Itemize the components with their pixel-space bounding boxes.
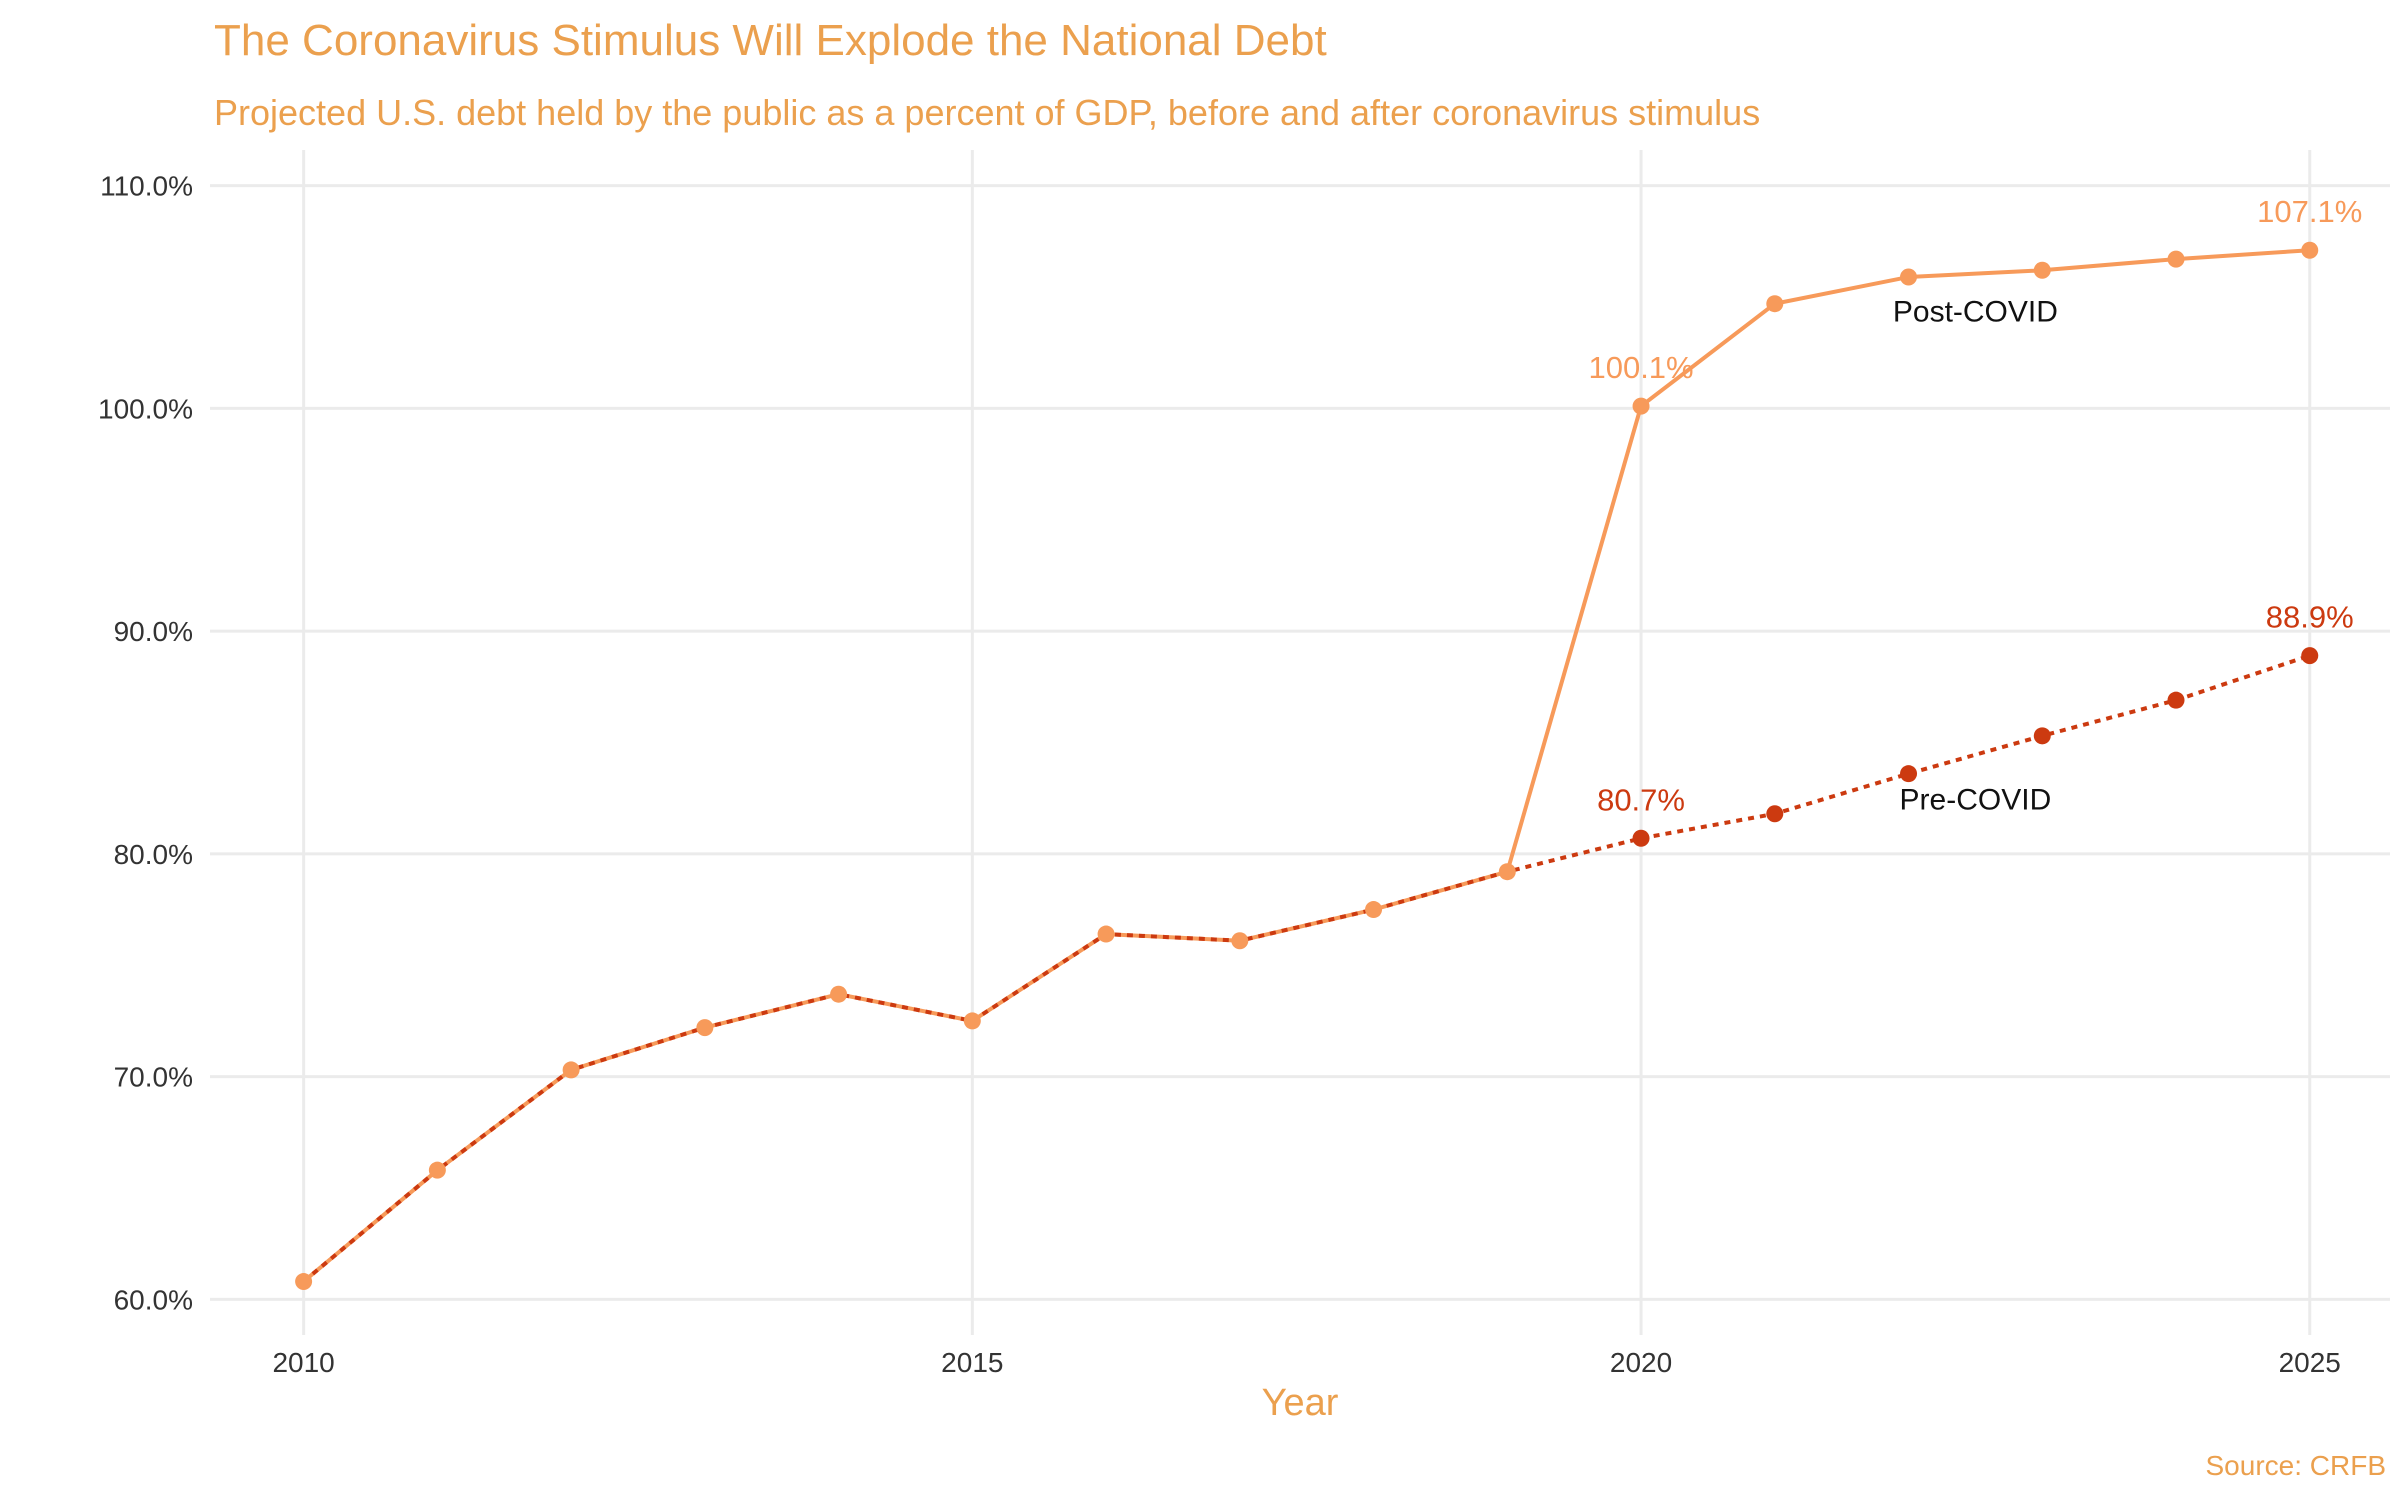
data-point-post-covid	[1498, 863, 1516, 881]
data-point-post-covid	[2167, 250, 2185, 268]
data-point-pre-covid	[1900, 765, 1918, 783]
y-tick-label: 60.0%	[114, 1284, 193, 1315]
data-point-post-covid	[696, 1019, 714, 1037]
data-labels: 100.1% 107.1% 80.7% 88.9%	[1588, 194, 2362, 817]
data-point-pre-covid	[2301, 647, 2319, 665]
data-point-post-covid	[1766, 295, 1784, 313]
y-tick-label: 90.0%	[114, 616, 193, 647]
data-point-post-covid	[1365, 901, 1383, 919]
series-lines	[302, 248, 2311, 1284]
y-tick-label: 110.0%	[100, 171, 193, 202]
data-point-post-covid	[1900, 268, 1918, 286]
series-name-label: Post-COVID	[1893, 296, 2058, 329]
x-tick-label: 2020	[1610, 1347, 1672, 1378]
data-point-post-covid	[295, 1273, 313, 1291]
data-point-post-covid	[2301, 241, 2319, 259]
data-label: 100.1%	[1588, 350, 1693, 385]
x-tick-label: 2010	[272, 1347, 334, 1378]
source-caption: Source: CRFB	[2206, 1450, 2387, 1481]
x-axis-ticks: 2010 2015 2020 2025	[272, 1347, 2340, 1378]
series-line-pre-covid	[302, 653, 2311, 1284]
data-point-pre-covid	[1632, 829, 1650, 847]
x-tick-label: 2025	[2279, 1347, 2341, 1378]
data-label: 88.9%	[2266, 600, 2354, 635]
data-point-post-covid	[2033, 261, 2051, 279]
data-point-post-covid	[428, 1161, 446, 1179]
data-label: 107.1%	[2257, 194, 2362, 229]
data-point-post-covid	[1632, 397, 1650, 415]
data-point-post-covid	[1097, 925, 1115, 943]
data-label: 80.7%	[1597, 782, 1685, 817]
y-axis-ticks: 60.0% 70.0% 80.0% 90.0% 100.0% 110.0%	[98, 171, 193, 1316]
data-point-post-covid	[963, 1012, 981, 1030]
data-point-post-covid	[1231, 932, 1249, 950]
x-tick-label: 2015	[941, 1347, 1003, 1378]
series-points	[295, 241, 2319, 1291]
y-tick-label: 70.0%	[114, 1062, 193, 1093]
y-tick-label: 100.0%	[98, 393, 193, 424]
chart-title: The Coronavirus Stimulus Will Explode th…	[214, 16, 1327, 65]
series-name-labels: Post-COVID Pre-COVID	[1893, 296, 2058, 817]
series-name-label: Pre-COVID	[1900, 783, 2052, 816]
data-point-post-covid	[830, 985, 848, 1003]
data-point-pre-covid	[1766, 805, 1784, 823]
gridlines	[210, 150, 2390, 1335]
series-line-post-covid	[302, 248, 2310, 1284]
data-point-pre-covid	[2167, 691, 2185, 709]
data-point-post-covid	[562, 1061, 580, 1079]
y-tick-label: 80.0%	[114, 839, 193, 870]
x-axis-title: Year	[1262, 1382, 1339, 1424]
chart-subtitle: Projected U.S. debt held by the public a…	[214, 92, 1760, 133]
data-point-pre-covid	[2033, 727, 2051, 745]
